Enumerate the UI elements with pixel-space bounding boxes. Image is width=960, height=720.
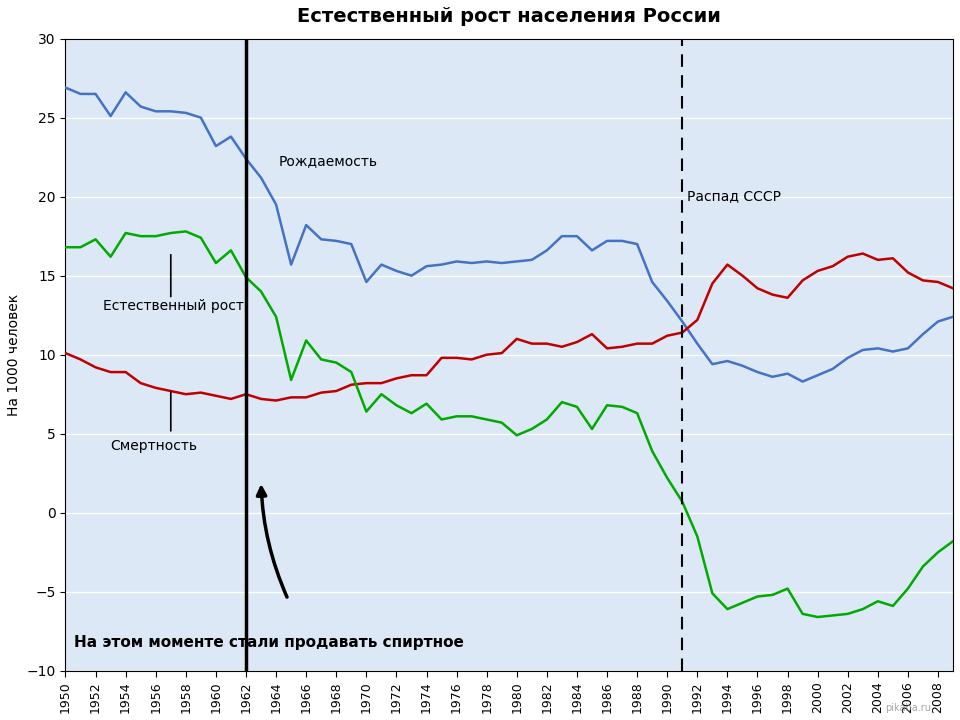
Text: Смертность: Смертность [110,438,198,452]
Title: Естественный рост населения России: Естественный рост населения России [298,7,721,26]
Text: Естественный рост: Естественный рост [103,300,244,313]
Text: Рождаемость: Рождаемость [279,154,378,168]
Text: pikaba.ru: pikaba.ru [885,703,931,713]
Y-axis label: На 1000 человек: На 1000 человек [7,294,21,416]
Text: На этом моменте стали продавать спиртное: На этом моменте стали продавать спиртное [74,635,464,650]
Text: Распад СССР: Распад СССР [686,189,780,203]
